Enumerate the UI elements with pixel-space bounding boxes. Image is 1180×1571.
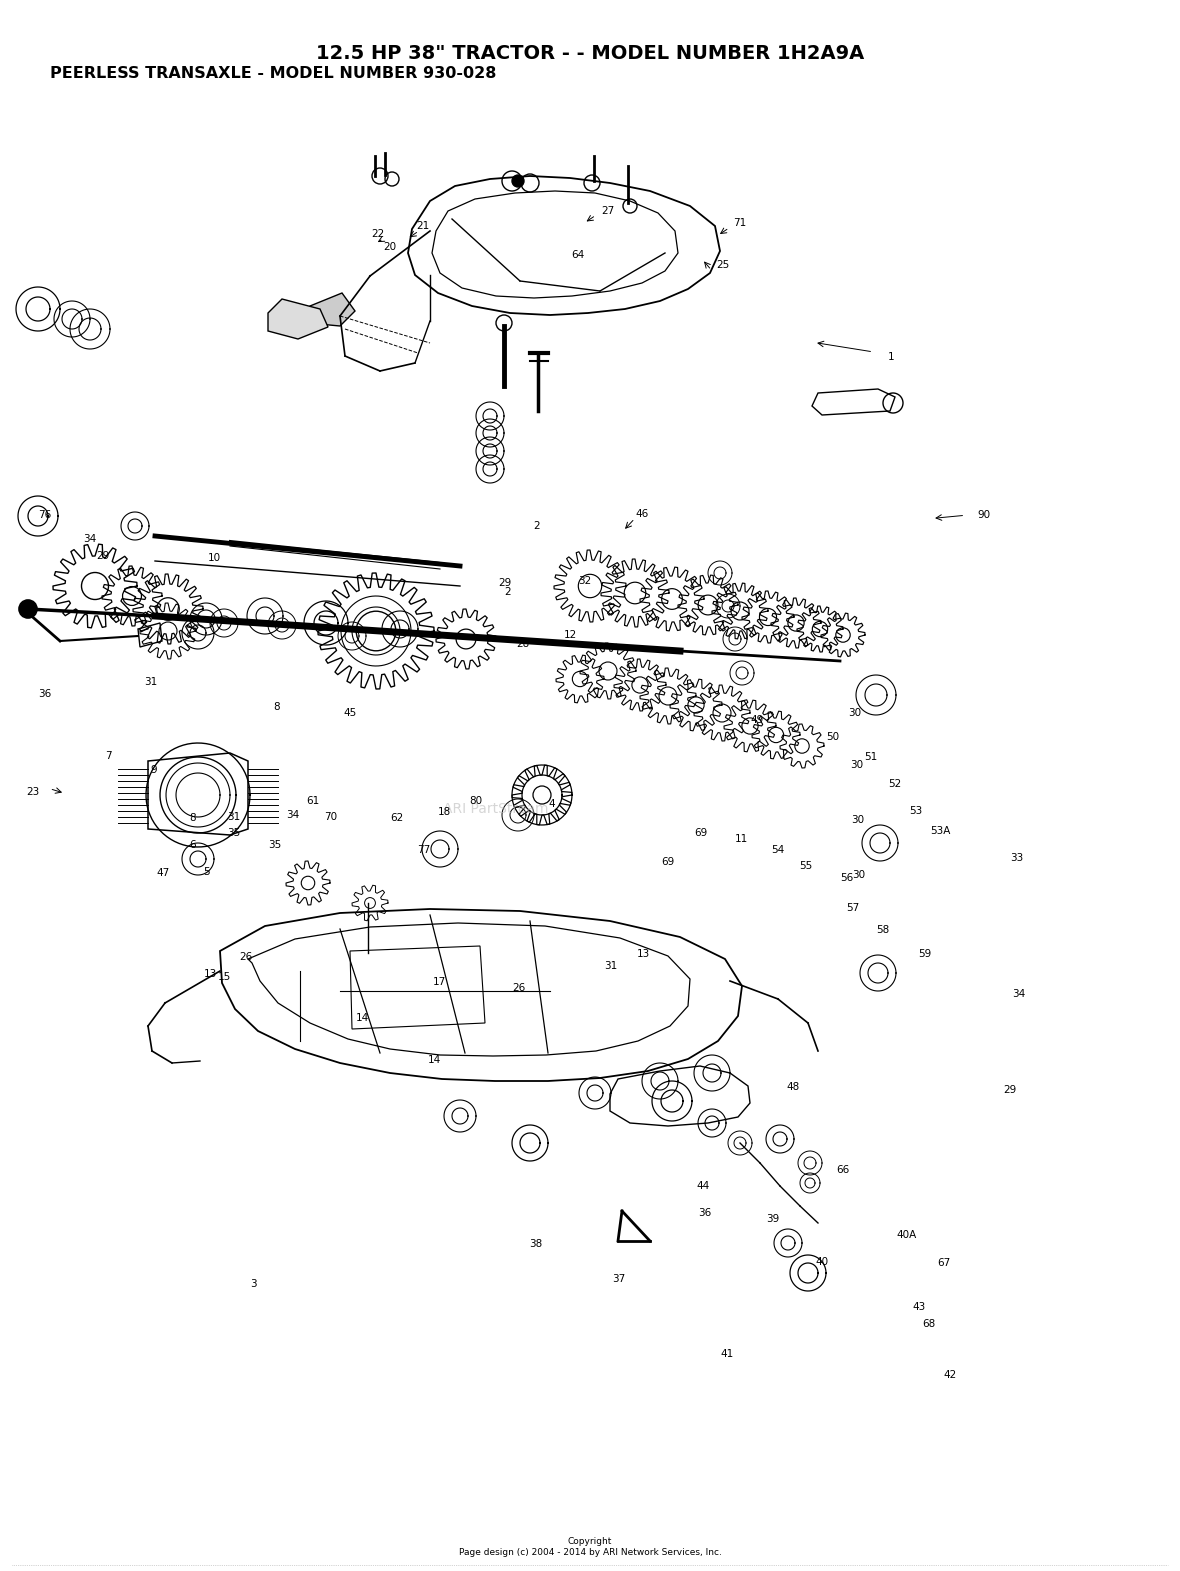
Text: 53: 53 [909,806,923,815]
Text: 59: 59 [918,949,932,958]
Text: 29: 29 [1003,1086,1017,1095]
Text: 32: 32 [578,577,592,586]
Text: 29: 29 [96,551,110,561]
Text: 4: 4 [549,800,556,809]
Text: 14: 14 [355,1013,369,1023]
Text: 11: 11 [734,834,748,844]
Text: 48: 48 [786,1082,800,1092]
Text: 30: 30 [847,709,861,718]
Text: 56: 56 [840,873,854,883]
Text: 7: 7 [105,751,112,760]
Text: 31: 31 [144,677,158,687]
Text: 23: 23 [26,787,40,796]
Text: 21: 21 [415,222,430,231]
Text: 13: 13 [636,949,650,958]
Text: 18: 18 [438,807,452,817]
Text: 69: 69 [694,828,708,837]
Text: Page design (c) 2004 - 2014 by ARI Network Services, Inc.: Page design (c) 2004 - 2014 by ARI Netwo… [459,1547,721,1557]
Text: 40: 40 [815,1257,830,1266]
Text: 35: 35 [268,840,282,850]
Text: 47: 47 [156,869,170,878]
Text: 77: 77 [417,845,431,855]
Text: 28: 28 [516,639,530,649]
Text: 15: 15 [217,972,231,982]
Polygon shape [308,294,355,327]
Text: 35: 35 [227,828,241,837]
Text: 40A: 40A [896,1230,917,1240]
Polygon shape [268,298,328,339]
Text: 8: 8 [273,702,280,712]
Text: 58: 58 [876,925,890,935]
Text: 70: 70 [323,812,337,822]
Text: 26: 26 [512,983,526,993]
Text: 43: 43 [912,1302,926,1312]
Text: 8: 8 [189,814,196,823]
Text: 6: 6 [189,840,196,850]
Text: 61: 61 [306,796,320,806]
Text: 26: 26 [238,952,253,961]
Text: 71: 71 [733,218,747,228]
Text: 5: 5 [203,867,210,877]
Text: 9: 9 [150,765,157,775]
Text: 30: 30 [850,760,864,770]
Text: 44: 44 [696,1181,710,1191]
Text: 51: 51 [864,753,878,762]
Text: 34: 34 [286,811,300,820]
Text: 17: 17 [432,977,446,987]
Text: 22: 22 [371,229,385,239]
Text: 31: 31 [604,961,618,971]
Text: 62: 62 [389,814,404,823]
Text: 50: 50 [826,732,840,742]
Text: 1: 1 [887,352,894,361]
Text: 54: 54 [771,845,785,855]
Circle shape [512,174,524,187]
Text: 2: 2 [533,522,540,531]
Text: 3: 3 [250,1279,257,1288]
Text: PEERLESS TRANSAXLE - MODEL NUMBER 930-028: PEERLESS TRANSAXLE - MODEL NUMBER 930-02… [50,66,496,82]
Text: 25: 25 [716,261,730,270]
Text: 30: 30 [852,870,866,880]
Text: 41: 41 [720,1349,734,1359]
Text: 36: 36 [697,1208,712,1218]
Text: 53A: 53A [930,826,951,836]
Text: 46: 46 [635,509,649,518]
Text: 67: 67 [937,1258,951,1268]
Text: 42: 42 [943,1370,957,1379]
Text: 76: 76 [38,511,52,520]
Text: 66: 66 [835,1166,850,1175]
Text: 12: 12 [563,630,577,639]
Circle shape [19,600,37,617]
Text: 55: 55 [799,861,813,870]
Text: 39: 39 [766,1214,780,1224]
Text: 52: 52 [887,779,902,789]
Text: 33: 33 [1010,853,1024,862]
Text: 45: 45 [343,709,358,718]
Text: 14: 14 [427,1056,441,1065]
Text: 27: 27 [601,206,615,215]
Text: 90: 90 [977,511,991,520]
Text: 80: 80 [468,796,483,806]
Text: 38: 38 [529,1240,543,1249]
Text: 68: 68 [922,1320,936,1329]
Text: 34: 34 [1011,990,1025,999]
Text: 12.5 HP 38" TRACTOR - - MODEL NUMBER 1H2A9A: 12.5 HP 38" TRACTOR - - MODEL NUMBER 1H2… [316,44,864,63]
Text: 29: 29 [498,578,512,588]
Text: 13: 13 [203,969,217,979]
Text: Copyright: Copyright [568,1536,612,1546]
Text: 69: 69 [661,858,675,867]
Text: 37: 37 [611,1274,625,1284]
Text: 30: 30 [851,815,865,825]
Text: ARI PartStream: ARI PartStream [442,803,549,815]
Text: 57: 57 [846,903,860,913]
Text: 20: 20 [382,242,396,251]
Text: 34: 34 [83,534,97,544]
Text: 31: 31 [227,812,241,822]
Text: 49: 49 [750,715,765,724]
Text: 10: 10 [208,553,222,562]
Text: 2: 2 [504,588,511,597]
Text: 36: 36 [38,690,52,699]
Text: 64: 64 [571,250,585,259]
